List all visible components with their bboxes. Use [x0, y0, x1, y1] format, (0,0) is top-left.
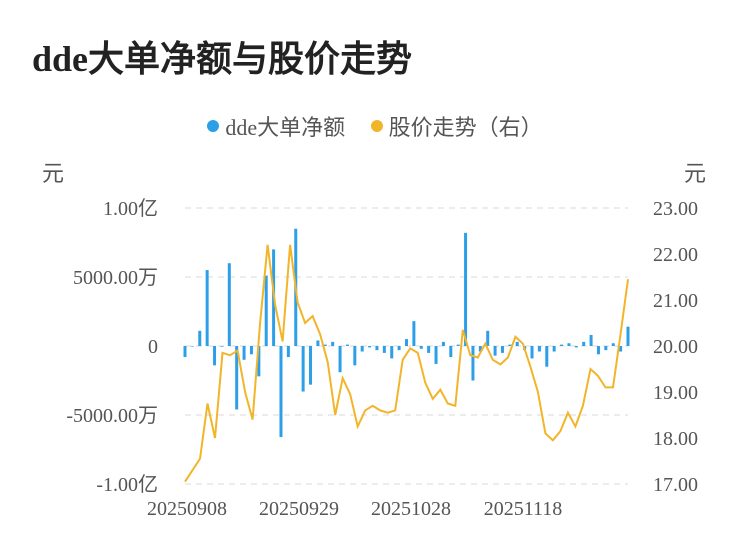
bar [368, 346, 372, 348]
bar [552, 346, 556, 352]
bar [545, 346, 549, 367]
bar [508, 344, 512, 346]
bar [242, 346, 246, 360]
x-tick-label: 20250908 [147, 498, 227, 520]
bar [309, 346, 313, 385]
left-tick-label: 0 [148, 336, 158, 358]
x-tick-label: 20250929 [259, 498, 339, 520]
bar [530, 346, 534, 359]
right-tick-label: 22.00 [653, 244, 698, 266]
right-axis-unit: 元 [684, 161, 707, 186]
right-tick-label: 17.00 [653, 474, 698, 496]
bar [279, 346, 283, 438]
bar [582, 341, 586, 346]
bar [456, 344, 460, 346]
legend: dde大单净额 股价走势（右） [0, 110, 750, 142]
bar [405, 339, 408, 346]
bar [227, 263, 231, 346]
bar [500, 346, 504, 353]
bar [301, 346, 305, 392]
chart-title: dde大单净额与股价走势 [32, 39, 413, 79]
bar [397, 346, 401, 351]
bar [190, 346, 194, 347]
bar [560, 344, 564, 346]
bar [198, 330, 202, 346]
bar [360, 346, 364, 352]
legend-item-dde[interactable]: dde大单净额 [207, 110, 345, 142]
left-tick-label: 5000.00万 [73, 267, 158, 289]
left-tick-label: -5000.00万 [66, 405, 158, 427]
bar [486, 330, 490, 346]
legend-label-price: 股价走势（右） [388, 115, 543, 140]
bar [220, 346, 224, 347]
bar [264, 275, 268, 346]
left-tick-label: 1.00亿 [103, 197, 158, 220]
bar [574, 346, 578, 348]
bar [183, 346, 187, 358]
legend-dot-blue-icon [207, 120, 220, 132]
left-tick-label: -1.00亿 [96, 473, 158, 496]
bar [323, 344, 327, 346]
bar [205, 270, 209, 346]
legend-item-price[interactable]: 股价走势（右） [370, 110, 543, 142]
bar [611, 343, 615, 346]
bar [596, 346, 600, 355]
bar [345, 344, 349, 346]
bar [471, 346, 475, 381]
right-tick-label: 18.00 [653, 428, 698, 450]
bar [604, 346, 608, 351]
bar [316, 340, 320, 346]
bar [464, 232, 468, 346]
bar [619, 346, 623, 352]
bar [478, 346, 482, 352]
left-axis-unit: 元 [42, 161, 65, 186]
bar [589, 334, 593, 346]
bar [441, 341, 445, 346]
price-line [184, 244, 629, 483]
legend-label-dde: dde大单净额 [225, 115, 346, 140]
bar [434, 346, 438, 364]
bar [213, 346, 217, 366]
bar [235, 346, 239, 410]
right-tick-label: 20.00 [653, 336, 698, 358]
right-tick-label: 19.00 [653, 382, 698, 404]
bar [412, 321, 416, 346]
bar [419, 346, 423, 349]
bar [286, 346, 290, 358]
right-tick-label: 21.00 [653, 290, 698, 312]
bar [353, 346, 357, 366]
bar [537, 346, 541, 352]
bar [382, 346, 386, 353]
bar [375, 346, 379, 351]
bar [626, 326, 630, 346]
x-tick-label: 20251118 [484, 498, 563, 520]
bar [338, 346, 342, 373]
bar [567, 343, 571, 346]
legend-dot-yellow-icon [370, 120, 383, 132]
bar [515, 341, 519, 346]
bar [331, 341, 335, 346]
bar [493, 346, 497, 356]
bar [257, 346, 261, 377]
right-tick-label: 23.00 [653, 198, 698, 220]
bar [249, 346, 253, 355]
bar [427, 346, 431, 353]
bar [390, 346, 394, 359]
x-tick-label: 20251028 [371, 498, 451, 520]
bar [449, 346, 453, 358]
